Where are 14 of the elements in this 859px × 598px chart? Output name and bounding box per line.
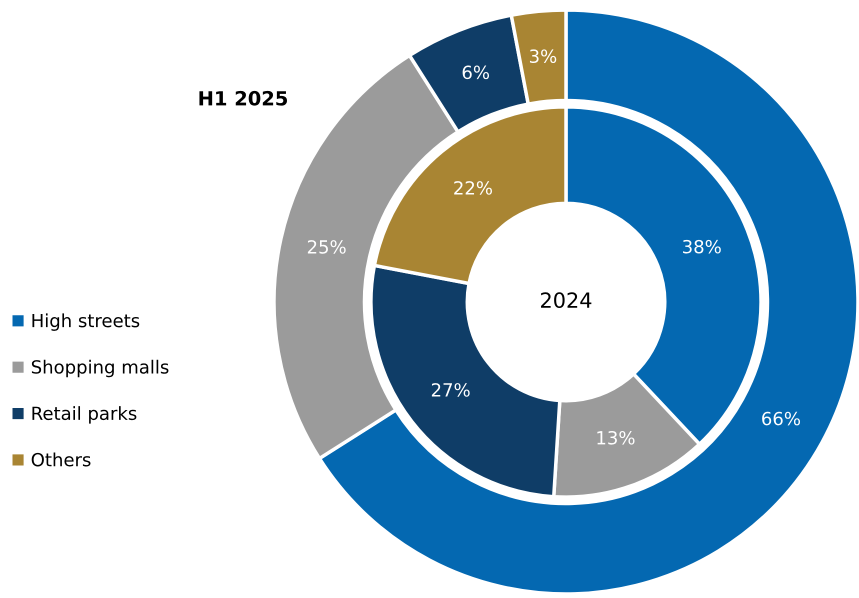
data-label: 25%: [308, 240, 346, 254]
data-label: 38%: [683, 240, 721, 254]
slice-label: H1 2025: [199, 90, 287, 106]
slice-label: 2024: [541, 292, 592, 308]
legend-label: Retail parks: [32, 406, 136, 424]
data-label: 22%: [454, 181, 492, 195]
data-label: 6%: [462, 66, 490, 80]
legend-label: Others: [32, 452, 90, 466]
data-label: 13%: [597, 430, 635, 445]
legend-label: High streets: [32, 313, 140, 331]
data-label: 3%: [530, 49, 556, 64]
data-label: 66%: [762, 412, 800, 426]
legend-label: Shopping malls: [32, 360, 168, 378]
data-label: 27%: [432, 383, 470, 397]
